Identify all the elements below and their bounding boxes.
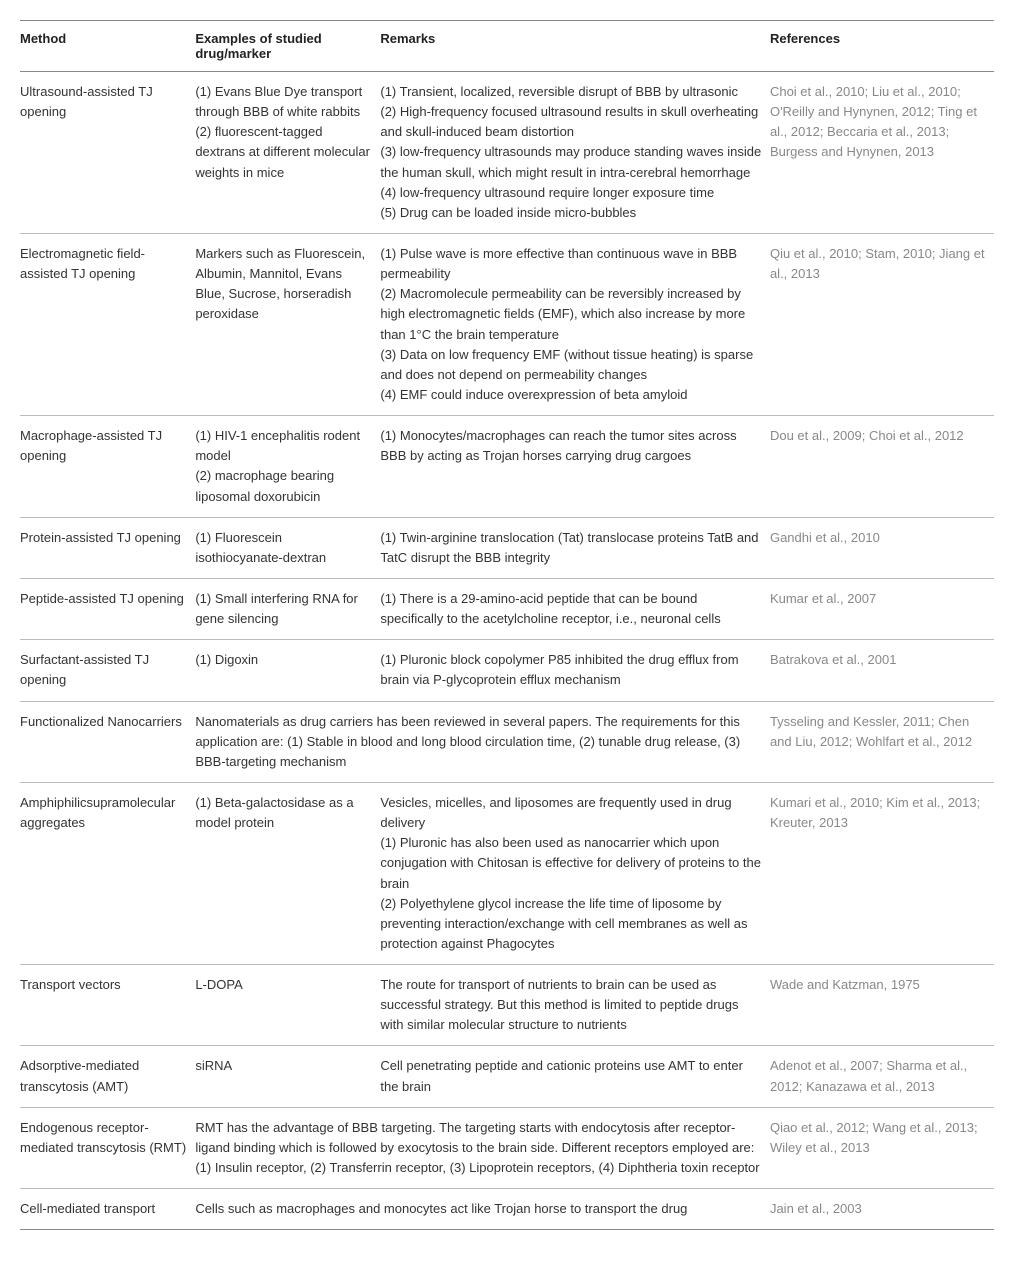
cell-references: Qiu et al., 2010; Stam, 2010; Jiang et a… (770, 233, 994, 415)
cell-references: Dou et al., 2009; Choi et al., 2012 (770, 416, 994, 518)
cell-method: Adsorptive-mediated transcytosis (AMT) (20, 1046, 195, 1107)
cell-remarks: (1) Transient, localized, reversible dis… (380, 72, 770, 234)
cell-references: Gandhi et al., 2010 (770, 517, 994, 578)
table-row: Peptide-assisted TJ opening(1) Small int… (20, 578, 994, 639)
methods-table: Method Examples of studied drug/marker R… (20, 20, 994, 1230)
table-row: Cell-mediated transportCells such as mac… (20, 1189, 994, 1230)
cell-remarks: (1) Twin-arginine translocation (Tat) tr… (380, 517, 770, 578)
cell-examples: Markers such as Fluorescein, Albumin, Ma… (195, 233, 380, 415)
table-header-row: Method Examples of studied drug/marker R… (20, 21, 994, 72)
cell-remarks: The route for transport of nutrients to … (380, 965, 770, 1046)
cell-references: Choi et al., 2010; Liu et al., 2010; O'R… (770, 72, 994, 234)
col-header-method: Method (20, 21, 195, 72)
col-header-examples: Examples of studied drug/marker (195, 21, 380, 72)
cell-examples: L-DOPA (195, 965, 380, 1046)
cell-method: Peptide-assisted TJ opening (20, 578, 195, 639)
cell-method: Transport vectors (20, 965, 195, 1046)
cell-span: Cells such as macrophages and monocytes … (195, 1189, 770, 1230)
table-row: Ultrasound-assisted TJ opening(1) Evans … (20, 72, 994, 234)
cell-method: Macrophage-assisted TJ opening (20, 416, 195, 518)
table-row: Functionalized NanocarriersNanomaterials… (20, 701, 994, 782)
cell-references: Qiao et al., 2012; Wang et al., 2013; Wi… (770, 1107, 994, 1188)
cell-remarks: (1) Pluronic block copolymer P85 inhibit… (380, 640, 770, 701)
cell-remarks: (1) Pulse wave is more effective than co… (380, 233, 770, 415)
cell-method: Amphiphilicsupramolecular aggregates (20, 782, 195, 964)
cell-references: Jain et al., 2003 (770, 1189, 994, 1230)
table-row: Adsorptive-mediated transcytosis (AMT)si… (20, 1046, 994, 1107)
table-row: Surfactant-assisted TJ opening(1) Digoxi… (20, 640, 994, 701)
cell-references: Wade and Katzman, 1975 (770, 965, 994, 1046)
cell-examples: (1) Digoxin (195, 640, 380, 701)
table-row: Endogenous receptor-mediated transcytosi… (20, 1107, 994, 1188)
cell-remarks: Vesicles, micelles, and liposomes are fr… (380, 782, 770, 964)
cell-span: RMT has the advantage of BBB targeting. … (195, 1107, 770, 1188)
table-row: Macrophage-assisted TJ opening(1) HIV-1 … (20, 416, 994, 518)
cell-remarks: (1) Monocytes/macrophages can reach the … (380, 416, 770, 518)
cell-examples: siRNA (195, 1046, 380, 1107)
cell-span: Nanomaterials as drug carriers has been … (195, 701, 770, 782)
cell-references: Batrakova et al., 2001 (770, 640, 994, 701)
cell-method: Cell-mediated transport (20, 1189, 195, 1230)
table-row: Amphiphilicsupramolecular aggregates(1) … (20, 782, 994, 964)
cell-examples: (1) HIV-1 encephalitis rodent model (2) … (195, 416, 380, 518)
cell-method: Ultrasound-assisted TJ opening (20, 72, 195, 234)
col-header-refs: References (770, 21, 994, 72)
cell-method: Electromagnetic field-assisted TJ openin… (20, 233, 195, 415)
cell-references: Kumari et al., 2010; Kim et al., 2013; K… (770, 782, 994, 964)
cell-remarks: (1) There is a 29-amino-acid peptide tha… (380, 578, 770, 639)
cell-examples: (1) Beta-galactosidase as a model protei… (195, 782, 380, 964)
table-row: Electromagnetic field-assisted TJ openin… (20, 233, 994, 415)
cell-method: Protein-assisted TJ opening (20, 517, 195, 578)
cell-references: Tysseling and Kessler, 2011; Chen and Li… (770, 701, 994, 782)
cell-method: Surfactant-assisted TJ opening (20, 640, 195, 701)
cell-references: Adenot et al., 2007; Sharma et al., 2012… (770, 1046, 994, 1107)
table-body: Ultrasound-assisted TJ opening(1) Evans … (20, 72, 994, 1230)
cell-remarks: Cell penetrating peptide and cationic pr… (380, 1046, 770, 1107)
cell-method: Functionalized Nanocarriers (20, 701, 195, 782)
table-row: Protein-assisted TJ opening(1) Fluoresce… (20, 517, 994, 578)
cell-method: Endogenous receptor-mediated transcytosi… (20, 1107, 195, 1188)
cell-examples: (1) Evans Blue Dye transport through BBB… (195, 72, 380, 234)
col-header-remarks: Remarks (380, 21, 770, 72)
cell-examples: (1) Fluorescein isothiocyanate-dextran (195, 517, 380, 578)
cell-references: Kumar et al., 2007 (770, 578, 994, 639)
table-row: Transport vectorsL-DOPAThe route for tra… (20, 965, 994, 1046)
cell-examples: (1) Small interfering RNA for gene silen… (195, 578, 380, 639)
